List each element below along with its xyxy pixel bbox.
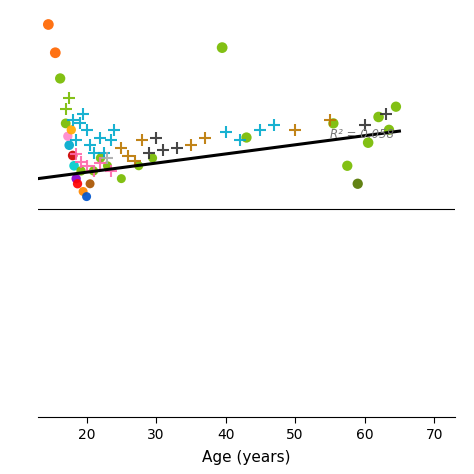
- Point: [73, 175, 80, 182]
- Point: [118, 175, 125, 182]
- Point: [365, 139, 372, 146]
- Point: [45, 21, 52, 28]
- Point: [70, 162, 78, 170]
- Point: [392, 103, 400, 110]
- Text: R² = 0.058: R² = 0.058: [330, 128, 394, 141]
- Point: [90, 167, 97, 175]
- Point: [67, 126, 75, 134]
- Point: [243, 134, 250, 141]
- Point: [52, 49, 59, 56]
- Point: [77, 167, 85, 175]
- Point: [79, 188, 87, 195]
- Point: [135, 162, 143, 170]
- X-axis label: Age (years): Age (years): [202, 450, 291, 465]
- Point: [219, 44, 226, 51]
- Point: [329, 119, 337, 127]
- Point: [69, 152, 76, 159]
- Point: [62, 119, 70, 127]
- Point: [104, 162, 111, 170]
- Point: [344, 162, 351, 170]
- Point: [354, 180, 362, 188]
- Point: [64, 132, 72, 140]
- Point: [97, 154, 104, 162]
- Point: [149, 154, 156, 162]
- Point: [74, 180, 82, 188]
- Point: [65, 141, 73, 149]
- Point: [375, 113, 383, 121]
- Point: [56, 74, 64, 82]
- Point: [83, 193, 91, 201]
- Point: [86, 180, 94, 188]
- Point: [385, 126, 393, 134]
